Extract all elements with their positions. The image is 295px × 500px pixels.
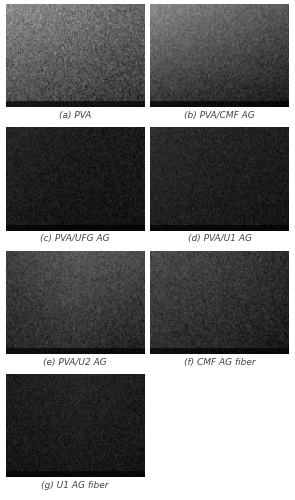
Text: (d) PVA/U1 AG: (d) PVA/U1 AG	[188, 234, 252, 243]
Text: (a) PVA: (a) PVA	[59, 111, 91, 120]
Text: (c) PVA/UFG AG: (c) PVA/UFG AG	[40, 234, 110, 243]
Text: (b) PVA/CMF AG: (b) PVA/CMF AG	[184, 111, 255, 120]
Text: (e) PVA/U2 AG: (e) PVA/U2 AG	[43, 358, 107, 366]
Text: (g) U1 AG fiber: (g) U1 AG fiber	[42, 481, 109, 490]
Text: (f) CMF AG fiber: (f) CMF AG fiber	[184, 358, 255, 366]
